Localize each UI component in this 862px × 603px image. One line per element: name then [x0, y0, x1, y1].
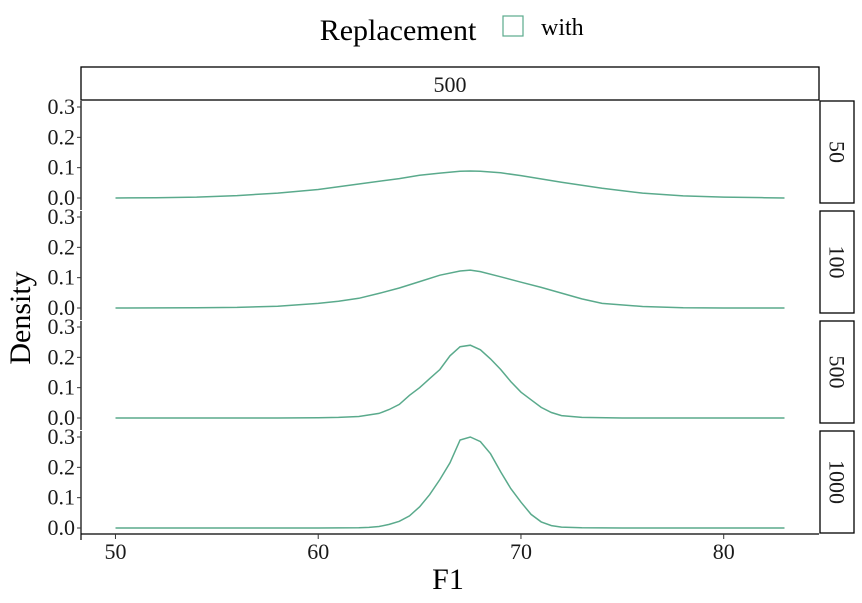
row-strip-box [819, 210, 855, 314]
x-axis-title: F1 [432, 563, 464, 596]
density-line-with-50 [115, 170, 785, 199]
y-tick-label: 0.3 [48, 424, 76, 449]
column-strip: 500 [80, 66, 820, 101]
legend: Replacement with [320, 14, 584, 47]
row-strip-box [819, 430, 855, 534]
y-tick-label: 0.1 [48, 155, 76, 180]
y-tick-label: 0.3 [48, 204, 76, 229]
panels: 0.00.10.20.3500.00.10.20.31000.00.10.20.… [48, 94, 855, 564]
density-line-with-100 [115, 269, 785, 309]
x-tick-label: 50 [104, 539, 126, 564]
density-line-with-1000 [115, 436, 785, 529]
legend-label-with: with [541, 15, 584, 41]
y-tick-label: 0.0 [48, 515, 76, 540]
column-strip-box [80, 66, 820, 101]
legend-key-with [502, 15, 524, 37]
row-strip-box [819, 100, 855, 204]
panel-1000: 0.0 0.1 0.2 0.3 1000 [48, 424, 855, 540]
legend-title: Replacement [320, 14, 477, 47]
column-strip-label: 500 [434, 72, 467, 97]
y-tick-label: 0.1 [48, 265, 76, 290]
panel-50: 0.0 0.1 0.2 0.3 50 [48, 94, 855, 210]
row-strip-label: 100 [825, 246, 850, 279]
y-axis-title: Density [4, 271, 37, 364]
row-strip-label: 500 [825, 356, 850, 389]
y-tick-label: 0.1 [48, 375, 76, 400]
row-strip-label: 1000 [825, 460, 850, 504]
y-tick-label: 0.2 [48, 124, 76, 149]
y-tick-label: 0.2 [48, 454, 76, 479]
y-tick-label: 0.2 [48, 234, 76, 259]
row-strip-label: 50 [825, 141, 850, 163]
panel-500: 0.0 0.1 0.2 0.3 500 [48, 314, 855, 430]
y-tick-label: 0.1 [48, 485, 76, 510]
y-tick-label: 0.0 [48, 185, 76, 210]
y-tick-label: 0.3 [48, 94, 76, 119]
row-strip-box [819, 320, 855, 424]
density-line-with-500 [115, 344, 785, 419]
y-tick-label: 0.0 [48, 295, 76, 320]
panel-100: 0.0 0.1 0.2 0.3 100 [48, 204, 855, 320]
x-tick-label: 70 [510, 539, 532, 564]
y-tick-label: 0.3 [48, 314, 76, 339]
x-tick-label: 60 [307, 539, 329, 564]
y-tick-label: 0.0 [48, 405, 76, 430]
x-tick-label: 80 [713, 539, 735, 564]
y-tick-label: 0.2 [48, 344, 76, 369]
